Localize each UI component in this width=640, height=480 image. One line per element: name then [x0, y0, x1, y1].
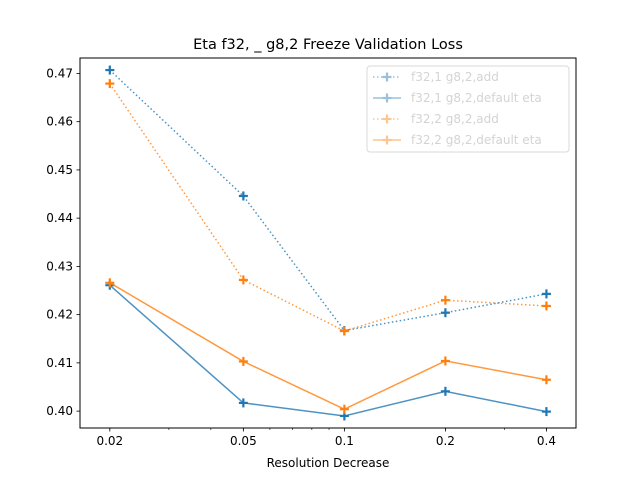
data-point — [339, 404, 349, 414]
y-tick-label: 0.42 — [46, 308, 73, 322]
plot-area — [79, 57, 577, 429]
data-point — [440, 295, 450, 305]
data-point — [105, 65, 115, 75]
series-layer — [105, 65, 551, 421]
data-point — [541, 301, 551, 311]
chart-title: Eta f32, _ g8,2 Freeze Validation Loss — [193, 37, 463, 53]
data-point — [238, 275, 248, 285]
legend-marker — [382, 72, 392, 82]
y-axis: 0.40 0.41 0.42 0.43 0.44 0.45 0.46 0.47 — [46, 66, 80, 418]
legend-item-4[interactable]: f32,2 g8,2,default eta — [373, 133, 542, 147]
data-point — [541, 407, 551, 417]
plot-frame — [79, 57, 577, 429]
legend-item-3[interactable]: f32,2 g8,2,add — [373, 112, 499, 126]
y-tick-label: 0.41 — [46, 356, 73, 370]
data-point — [440, 308, 450, 318]
series-3 — [105, 79, 551, 336]
series-4 — [105, 278, 551, 414]
legend-item-1[interactable]: f32,1 g8,2,add — [373, 70, 499, 84]
series-line — [109, 284, 547, 417]
x-tick-label: 0.4 — [537, 434, 556, 448]
y-tick-label: 0.40 — [46, 404, 73, 418]
data-point — [440, 386, 450, 396]
legend[interactable]: f32,1 g8,2,add f32,1 g8,2,default eta f32,… — [366, 65, 570, 153]
data-point — [440, 356, 450, 366]
legend-marker — [382, 93, 392, 103]
x-tick-label: 0.2 — [436, 434, 455, 448]
series-2 — [105, 280, 551, 421]
y-tick-label: 0.45 — [46, 163, 73, 177]
legend-label: f32,2 g8,2,default eta — [411, 133, 542, 147]
y-tick-label: 0.43 — [46, 259, 73, 273]
data-point — [238, 398, 248, 408]
legend-label: f32,1 g8,2,add — [411, 70, 499, 84]
x-tick-label: 0.02 — [96, 434, 123, 448]
data-point — [105, 79, 115, 89]
data-point — [339, 326, 349, 336]
series-line — [109, 69, 547, 332]
legend-marker — [382, 114, 392, 124]
y-tick-label: 0.44 — [46, 211, 73, 225]
y-tick-label: 0.46 — [46, 115, 73, 129]
data-point — [541, 289, 551, 299]
legend-item-2[interactable]: f32,1 g8,2,default eta — [373, 91, 542, 105]
legend-label: f32,2 g8,2,add — [411, 112, 499, 126]
series-line — [109, 282, 547, 411]
y-tick-label: 0.47 — [46, 66, 73, 80]
data-point — [238, 191, 248, 201]
legend-label: f32,1 g8,2,default eta — [411, 91, 542, 105]
legend-box — [366, 65, 570, 153]
x-tick-label: 0.05 — [230, 434, 257, 448]
x-axis-label: Resolution Decrease — [267, 456, 390, 470]
legend-marker — [382, 135, 392, 145]
data-point — [238, 356, 248, 366]
data-point — [541, 375, 551, 385]
data-point — [105, 278, 115, 288]
x-axis: 0.02 0.05 0.1 0.2 0.4 — [96, 428, 556, 448]
x-tick-label: 0.1 — [335, 434, 354, 448]
